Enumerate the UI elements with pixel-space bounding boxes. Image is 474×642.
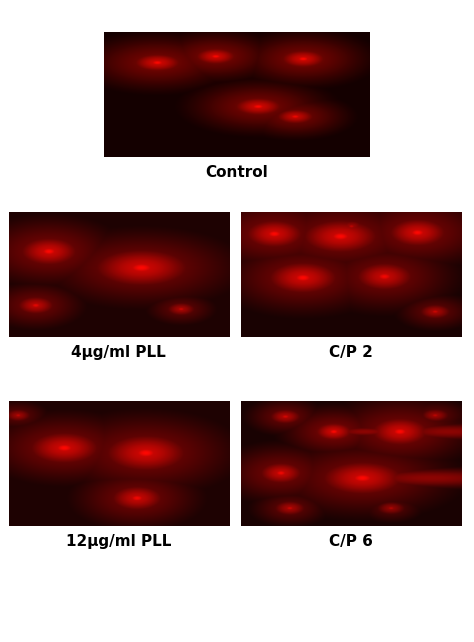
Text: 12μg/ml PLL: 12μg/ml PLL (66, 534, 172, 549)
Text: C/P 2: C/P 2 (329, 345, 373, 360)
Text: 4μg/ml PLL: 4μg/ml PLL (72, 345, 166, 360)
Text: Control: Control (206, 165, 268, 180)
Text: C/P 6: C/P 6 (329, 534, 373, 549)
